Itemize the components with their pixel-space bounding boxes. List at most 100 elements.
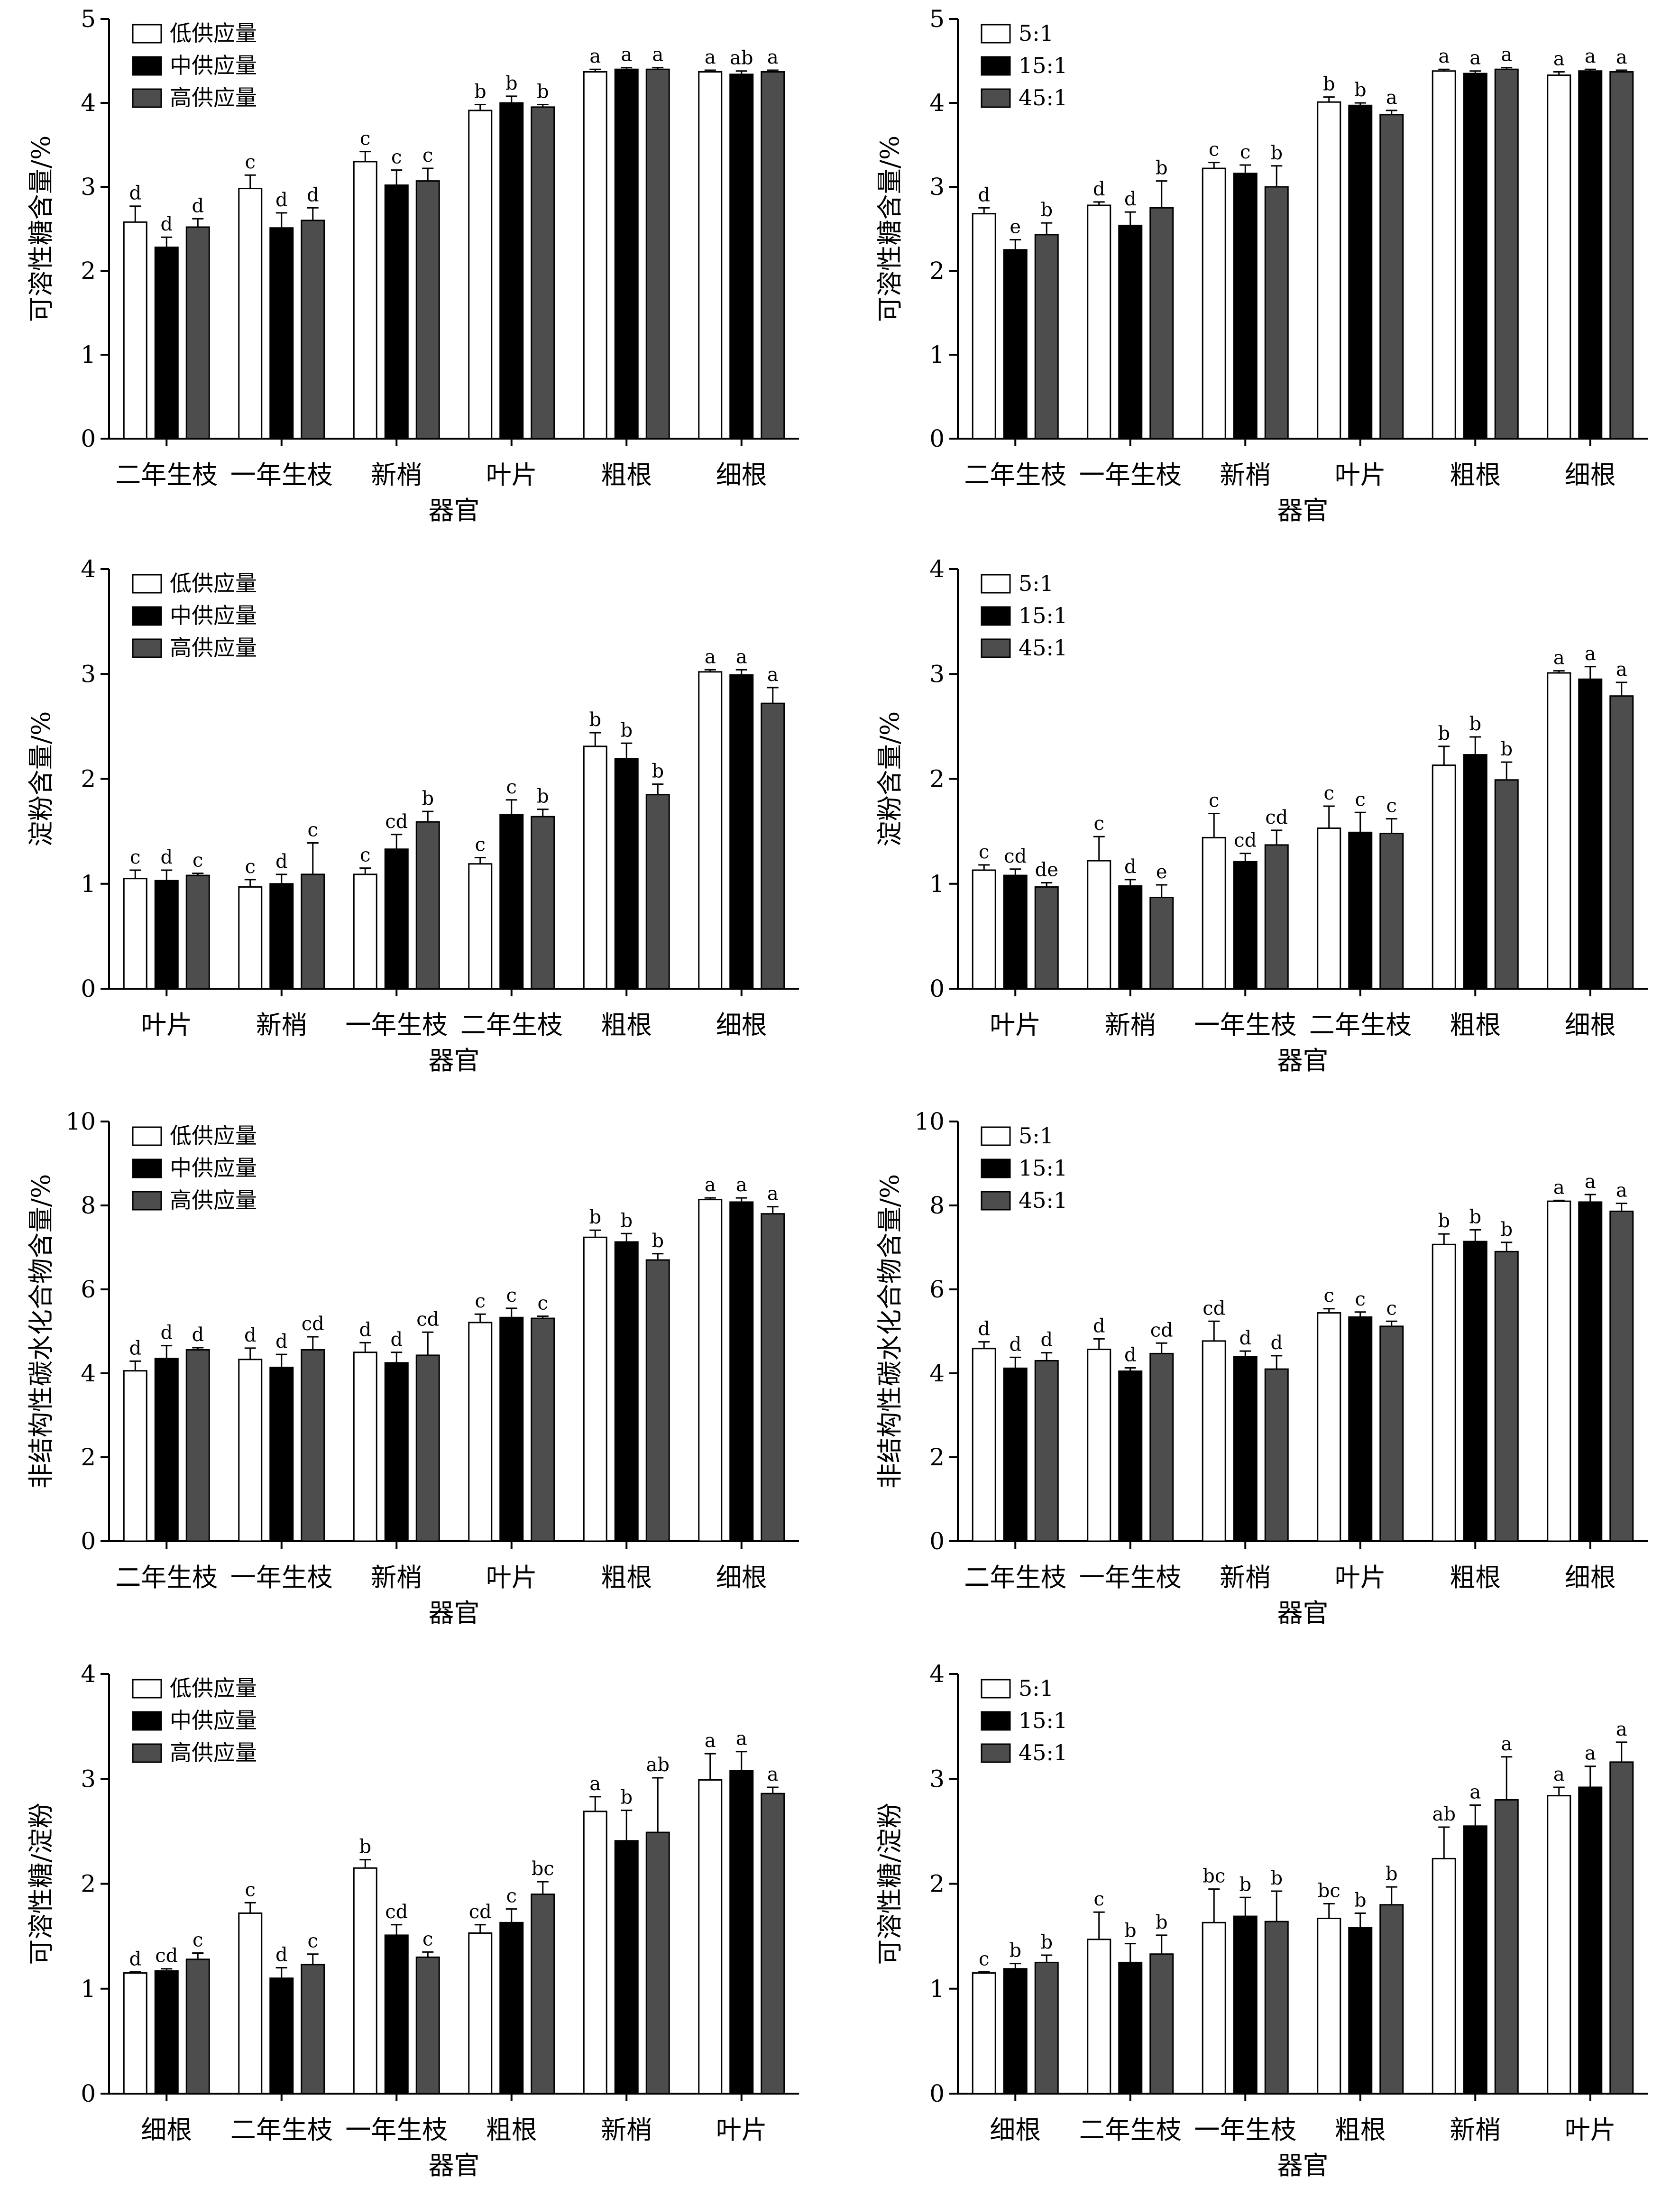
significance-label: a: [767, 1183, 779, 1205]
x-tick-label: 一年生枝: [345, 2115, 448, 2145]
y-tick-label: 4: [81, 1360, 96, 1387]
bar: [972, 213, 996, 440]
significance-label: b: [589, 709, 601, 731]
bar: [1264, 186, 1289, 440]
bar: [499, 1316, 524, 1542]
y-axis-label: 淀粉含量/%: [875, 711, 905, 847]
bar: [1087, 204, 1111, 440]
bar: [1609, 1761, 1634, 2095]
bar: [1317, 101, 1341, 440]
x-tick-label: 粗根: [486, 2115, 537, 2145]
bar: [384, 1362, 409, 1542]
bar: [384, 848, 409, 990]
legend-label: 45:1: [1019, 635, 1067, 661]
bar: [1432, 1243, 1456, 1542]
significance-label: a: [1553, 1177, 1565, 1198]
bar: [1118, 1961, 1143, 2095]
significance-label: b: [505, 73, 518, 94]
y-tick-label: 3: [81, 660, 96, 688]
legend-label: 15:1: [1019, 1708, 1067, 1733]
significance-label: b: [359, 1836, 371, 1858]
significance-label: b: [1323, 74, 1335, 95]
legend-label: 高供应量: [170, 1187, 257, 1213]
bar: [415, 180, 440, 440]
bar: [415, 1956, 440, 2095]
y-tick-label: 1: [81, 870, 96, 898]
legend-swatch: [132, 1126, 162, 1146]
bar: [1547, 1795, 1571, 2095]
y-tick-label: 0: [81, 2080, 96, 2107]
legend-label: 45:1: [1019, 1187, 1067, 1213]
significance-label: c: [245, 151, 256, 173]
y-tick-label: 4: [929, 1660, 945, 1688]
y-tick-label: 8: [81, 1192, 96, 1219]
x-tick-label: 粗根: [601, 1010, 652, 1040]
x-axis-label: 器官: [1277, 1598, 1329, 1628]
bar: [123, 1370, 147, 1542]
bar: [1003, 249, 1028, 440]
y-axis-label: 非结构性碳水化合物含量/%: [26, 1174, 56, 1489]
bar: [1202, 1921, 1226, 2095]
y-tick-label: 0: [929, 975, 945, 1002]
bar: [1379, 1325, 1404, 1542]
significance-label: b: [1469, 713, 1481, 735]
bar: [123, 1972, 147, 2095]
significance-label: a: [705, 1730, 716, 1752]
significance-label: d: [1093, 1315, 1105, 1337]
x-tick-label: 细根: [716, 1563, 767, 1592]
significance-label: c: [391, 147, 402, 168]
y-tick-label: 2: [81, 257, 96, 285]
x-tick-label: 二年生枝: [1079, 2115, 1182, 2145]
bar: [1034, 1961, 1059, 2095]
bar: [1264, 844, 1289, 990]
legend-swatch: [132, 574, 162, 594]
legend-swatch: [132, 1158, 162, 1178]
bar: [1003, 1968, 1028, 2095]
x-tick-label: 一年生枝: [230, 1563, 333, 1592]
significance-label: a: [1501, 44, 1512, 66]
significance-label: c: [506, 1285, 517, 1306]
x-tick-label: 新梢: [1220, 1563, 1271, 1592]
bar: [1578, 1786, 1603, 2095]
x-tick-label: 叶片: [1565, 2115, 1616, 2145]
bar: [154, 246, 179, 440]
bar: [269, 1367, 294, 1542]
y-axis-label: 可溶性糖含量/%: [875, 136, 905, 322]
x-axis-label: 器官: [429, 496, 480, 525]
x-tick-label: 新梢: [1450, 2115, 1501, 2145]
significance-label: bc: [532, 1858, 554, 1880]
significance-label: a: [1438, 46, 1450, 67]
x-tick-label: 细根: [1565, 1563, 1616, 1592]
x-tick-label: 粗根: [1450, 1563, 1501, 1592]
significance-label: a: [1553, 1764, 1565, 1785]
bar: [1317, 827, 1341, 990]
significance-label: b: [1270, 142, 1283, 164]
bar: [185, 874, 210, 990]
x-tick-label: 一年生枝: [1194, 1010, 1296, 1040]
bar: [1379, 833, 1404, 990]
significance-label: d: [1124, 188, 1137, 210]
significance-label: bc: [1203, 1866, 1225, 1887]
bar: [698, 1779, 723, 2095]
bar: [1463, 73, 1487, 440]
bar: [238, 1912, 263, 2095]
significance-label: c: [1386, 1297, 1397, 1319]
significance-label: b: [1156, 157, 1168, 179]
significance-label: c: [360, 845, 370, 866]
x-tick-label: 一年生枝: [1079, 1563, 1182, 1592]
significance-label: c: [1355, 789, 1366, 810]
bar: [729, 74, 754, 440]
significance-label: b: [1009, 1940, 1021, 1962]
bar: [1463, 1241, 1487, 1542]
bar: [1494, 1799, 1519, 2095]
significance-label: d: [129, 1337, 141, 1359]
legend-swatch: [981, 56, 1011, 76]
significance-label: a: [736, 646, 747, 668]
bar: [645, 68, 670, 440]
significance-label: d: [275, 1944, 288, 1966]
legend-label: 低供应量: [170, 20, 257, 46]
legend-swatch: [981, 1191, 1011, 1211]
y-tick-label: 10: [65, 1108, 96, 1135]
significance-label: a: [736, 1174, 747, 1196]
